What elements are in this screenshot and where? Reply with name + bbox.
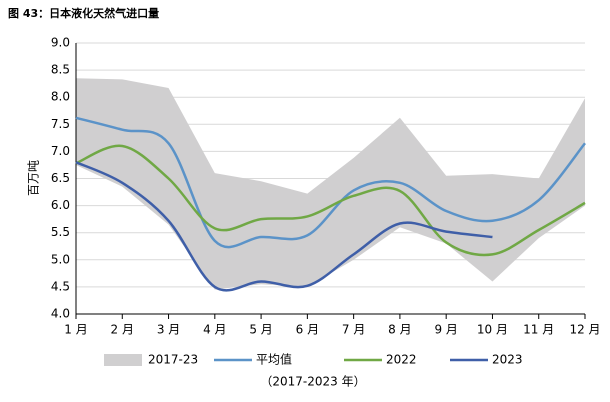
chart-title: 图 43：日本液化天然气进口量	[8, 6, 159, 20]
y-tick-label: 8.5	[51, 63, 70, 77]
x-tick-label: 11 月	[523, 323, 554, 337]
x-tick-label: 3 月	[157, 323, 180, 337]
y-tick-label: 9.0	[51, 36, 70, 50]
legend-label: 2022	[386, 353, 417, 367]
x-tick-label: 10 月	[477, 323, 508, 337]
legend-label: 2023	[492, 353, 523, 367]
x-tick-label: 5 月	[249, 323, 272, 337]
y-tick-label: 8.0	[51, 90, 70, 104]
x-tick-label: 1 月	[64, 323, 87, 337]
y-tick-label: 4.0	[51, 307, 70, 321]
x-axis-label: （2017-2023 年）	[260, 375, 365, 389]
y-tick-label: 7.5	[51, 117, 70, 131]
x-tick-label: 9 月	[434, 323, 457, 337]
series-line	[75, 144, 586, 257]
y-axis-label: 百万吨	[27, 160, 41, 196]
x-tick-label: 8 月	[388, 323, 411, 337]
y-tick-label: 5.0	[51, 252, 70, 266]
series-line	[75, 161, 493, 292]
y-tick-label: 6.5	[51, 171, 70, 185]
x-tick-label: 6 月	[296, 323, 319, 337]
y-tick-label: 7.0	[51, 144, 70, 158]
series-line	[75, 116, 586, 249]
x-tick-label: 7 月	[342, 323, 365, 337]
x-tick-label: 4 月	[203, 323, 226, 337]
range-band	[76, 78, 585, 290]
legend-swatch	[104, 354, 142, 366]
y-tick-label: 5.5	[51, 225, 70, 239]
x-tick-label: 12 月	[569, 323, 600, 337]
legend-label: 2017-23	[148, 353, 198, 367]
x-tick-label: 2 月	[111, 323, 134, 337]
legend-label: 平均值	[256, 352, 292, 367]
y-tick-label: 6.0	[51, 198, 70, 212]
y-tick-label: 4.5	[51, 279, 70, 293]
